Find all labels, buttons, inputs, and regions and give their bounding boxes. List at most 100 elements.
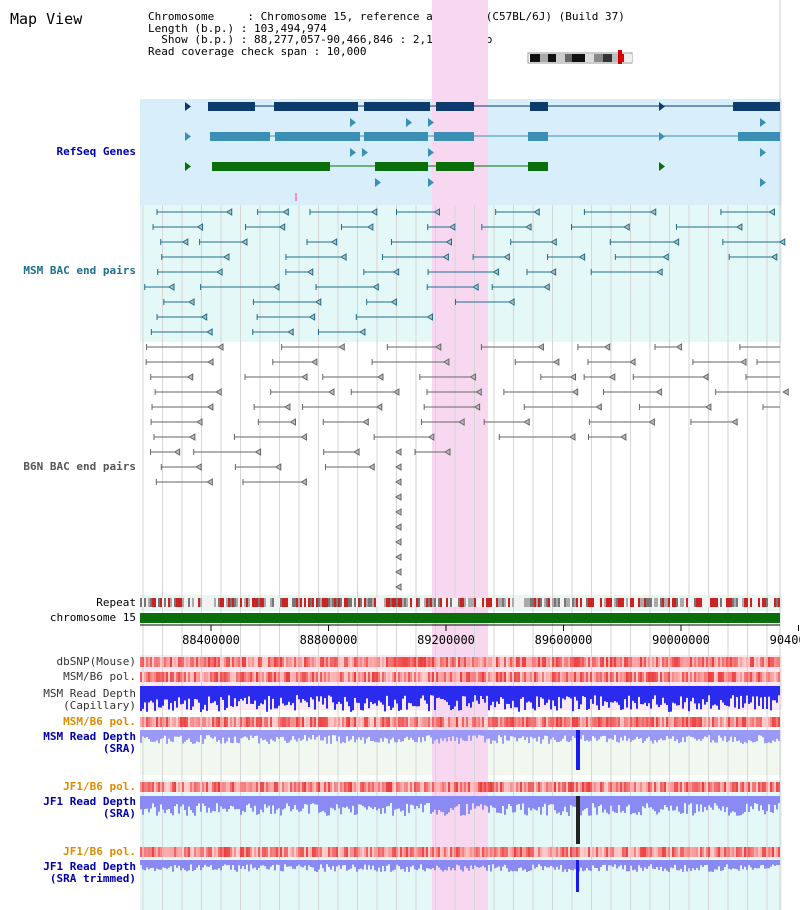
- jf1-b6-pol-trim-strip: [640, 847, 642, 857]
- jf1-depth-sra-bars: [504, 796, 506, 815]
- jf1-depth-sra-bars: [272, 796, 274, 806]
- msm-b6-pol-strip: [682, 672, 684, 682]
- jf1-b6-pol-trim-strip: [694, 847, 696, 857]
- dbsnp-strip: [170, 657, 172, 667]
- jf1-b6-pol-strip: [266, 782, 268, 792]
- jf1-b6-pol-strip: [470, 782, 472, 792]
- jf1-b6-pol-strip: [560, 782, 562, 792]
- dbsnp-strip: [446, 657, 448, 667]
- jf1-depth-trim-bars: [692, 860, 694, 869]
- msm-b6-pol-sra-strip: [362, 717, 364, 727]
- jf1-b6-pol-strip: [400, 782, 402, 792]
- msm-b6-pol-strip: [426, 672, 428, 682]
- ideogram-band: [565, 54, 572, 62]
- msm-b6-pol-sra-strip: [202, 717, 204, 727]
- dbsnp-strip: [438, 657, 440, 667]
- msm-depth-sra-bars: [756, 730, 758, 742]
- jf1-depth-sra-bars: [356, 796, 358, 815]
- jf1-depth-sra-bars: [404, 796, 406, 816]
- jf1-depth-sra-bars: [686, 796, 688, 814]
- dbsnp-strip: [164, 657, 166, 667]
- jf1-depth-sra-bars: [210, 796, 212, 813]
- jf1-depth-trim-bars: [450, 860, 452, 871]
- jf1-b6-pol-strip: [352, 782, 354, 792]
- jf1-depth-sra-bars: [302, 796, 304, 809]
- repeat-segment: [292, 598, 294, 607]
- jf1-depth-trim-bars: [504, 860, 506, 865]
- msm-depth-capillary-bars: [404, 686, 406, 696]
- msm-depth-capillary-bars: [668, 686, 670, 712]
- msm-b6-pol-sra-strip: [520, 717, 522, 727]
- dbsnp-strip: [618, 657, 620, 667]
- dbsnp-strip: [536, 657, 538, 667]
- msm-b6-pol-strip: [492, 672, 494, 682]
- msm-depth-sra-bars: [646, 730, 648, 739]
- refseq-track-label[interactable]: RefSeq Genes: [56, 145, 136, 158]
- msm-depth-capillary-bars: [316, 686, 318, 697]
- msm-b6-pol-strip: [536, 672, 538, 682]
- repeat-segment: [196, 598, 198, 607]
- jf1-b6-pol-strip: [520, 782, 522, 792]
- msm-b6-pol-sra-strip: [574, 717, 576, 727]
- jf1-b6-pol-trim-strip: [314, 847, 316, 857]
- jf1-b6-pol-trim-strip: [398, 847, 400, 857]
- msm-b6-pol-sra-strip: [286, 717, 288, 727]
- dbsnp-strip: [384, 657, 386, 667]
- msm-b6-pol-strip: [692, 672, 694, 682]
- msm-depth-sra-bars: [450, 730, 452, 741]
- msm-b6-pol-sra-strip: [346, 717, 348, 727]
- jf1-depth-trim-bars: [156, 860, 158, 869]
- repeat-segment: [284, 598, 286, 607]
- jf1-depth-sra-bars: [254, 796, 256, 806]
- msm-b6-pol-strip: [690, 672, 692, 682]
- msm-depth-capillary-bars: [376, 686, 378, 706]
- b6n-bac-pair-end: [362, 418, 369, 426]
- jf1-b6-pol-trim-strip: [684, 847, 686, 857]
- jf1-b6-pol-trim-strip: [446, 847, 448, 857]
- msm-depth-capillary-bars: [192, 686, 194, 707]
- jf1-b6-pol-strip: [388, 782, 390, 792]
- dbsnp-strip: [378, 657, 380, 667]
- msm-bac-pair-end: [287, 328, 294, 336]
- jf1-b6-pol-trim-strip: [230, 847, 232, 857]
- jf1-b6-pol-strip: [412, 782, 414, 792]
- jf1-b6-pol-strip: [718, 782, 720, 792]
- msm-b6-pol-sra-label: MSM/B6 pol.: [63, 715, 136, 728]
- jf1-b6-pol-strip: [460, 782, 462, 792]
- jf1-depth-trim-bars: [198, 860, 200, 866]
- jf1-depth-trim-bars: [500, 860, 502, 871]
- gene-exon: [530, 102, 548, 111]
- jf1-depth-trim-bars: [606, 860, 608, 871]
- repeat-segment: [318, 598, 320, 607]
- msm-bac-track-label[interactable]: MSM BAC end pairs: [23, 264, 136, 277]
- jf1-b6-pol-strip: [230, 782, 232, 792]
- jf1-b6-pol-trim-strip: [614, 847, 616, 857]
- jf1-depth-trim-bars: [210, 860, 212, 866]
- msm-b6-pol-sra-strip: [384, 717, 386, 727]
- b6n-bac-track-label[interactable]: B6N BAC end pairs: [23, 460, 136, 473]
- jf1-b6-pol-strip: [498, 782, 500, 792]
- jf1-depth-sra-bars: [640, 796, 642, 816]
- jf1-depth-trim-bars: [436, 860, 438, 866]
- jf1-depth-sra-bars: [202, 796, 204, 804]
- jf1-b6-pol-strip: [634, 782, 636, 792]
- msm-depth-capillary-bars: [736, 686, 738, 698]
- msm-b6-pol-strip: [400, 672, 402, 682]
- jf1-b6-pol-trim-strip: [498, 847, 500, 857]
- msm-depth-sra-bars: [374, 730, 376, 743]
- dbsnp-strip: [352, 657, 354, 667]
- msm-b6-pol-strip: [420, 672, 422, 682]
- jf1-depth-sra-bars: [418, 796, 420, 809]
- dbsnp-strip: [328, 657, 330, 667]
- jf1-b6-pol-trim-strip: [544, 847, 546, 857]
- jf1-b6-pol-strip: [270, 782, 272, 792]
- jf1-depth-trim-bars: [246, 860, 248, 865]
- msm-b6-pol-strip: [760, 672, 762, 682]
- jf1-b6-pol-trim-strip: [186, 847, 188, 857]
- jf1-b6-pol-trim-strip: [600, 847, 602, 857]
- msm-b6-pol-strip: [330, 672, 332, 682]
- msm-depth-sra-bars: [626, 730, 628, 742]
- repeat-segment: [366, 598, 368, 607]
- jf1-depth-trim-bars: [384, 860, 386, 872]
